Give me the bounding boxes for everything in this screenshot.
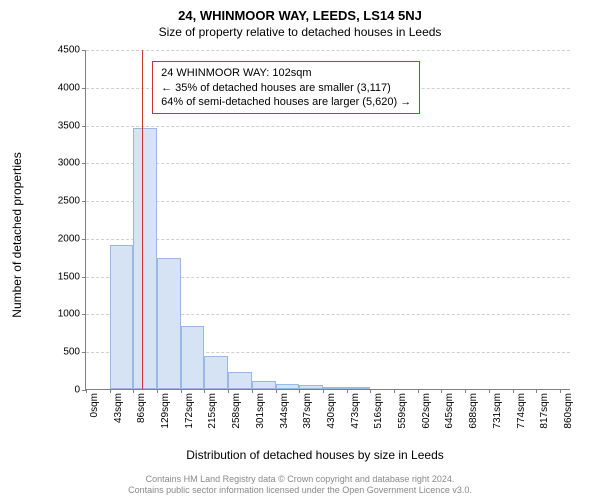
xtick-mark: [133, 389, 134, 393]
xtick-label: 43sqm: [113, 393, 124, 423]
ytick-label: 0: [46, 385, 86, 396]
xtick-label: 559sqm: [397, 393, 408, 429]
gridline: [86, 50, 570, 51]
xtick-label: 129sqm: [160, 393, 171, 429]
xtick-mark: [110, 389, 111, 393]
xtick-mark: [370, 389, 371, 393]
gridline: [86, 201, 570, 202]
gridline: [86, 163, 570, 164]
plot-region: 0500100015002000250030003500400045000sqm…: [85, 50, 570, 390]
xtick-mark: [228, 389, 229, 393]
xtick-mark: [299, 389, 300, 393]
xtick-mark: [204, 389, 205, 393]
ytick-label: 500: [46, 347, 86, 358]
histogram-bar: [157, 258, 181, 389]
histogram-bar: [323, 387, 347, 389]
xtick-mark: [489, 389, 490, 393]
histogram-bar: [204, 356, 228, 389]
info-box-line: 64% of semi-detached houses are larger (…: [161, 95, 411, 109]
xtick-mark: [181, 389, 182, 393]
xtick-label: 387sqm: [302, 393, 313, 429]
xtick-label: 645sqm: [444, 393, 455, 429]
histogram-bar: [133, 128, 157, 389]
property-info-box: 24 WHINMOOR WAY: 102sqm← 35% of detached…: [152, 61, 420, 114]
xtick-label: 473sqm: [350, 393, 361, 429]
footer-line-1: Contains HM Land Registry data © Crown c…: [0, 474, 600, 485]
footer-line-2: Contains public sector information licen…: [0, 485, 600, 496]
xtick-label: 860sqm: [563, 393, 574, 429]
histogram-bar: [228, 372, 252, 389]
histogram-bar: [347, 387, 371, 389]
info-box-line: ← 35% of detached houses are smaller (3,…: [161, 81, 411, 95]
xtick-mark: [560, 389, 561, 393]
xtick-label: 731sqm: [492, 393, 503, 429]
xtick-label: 817sqm: [539, 393, 550, 429]
ytick-label: 3500: [46, 120, 86, 131]
xtick-mark: [418, 389, 419, 393]
xtick-mark: [513, 389, 514, 393]
xtick-label: 215sqm: [207, 393, 218, 429]
info-box-line: 24 WHINMOOR WAY: 102sqm: [161, 66, 411, 80]
ytick-label: 4500: [46, 45, 86, 56]
xtick-label: 0sqm: [89, 393, 100, 417]
xtick-mark: [347, 389, 348, 393]
ytick-label: 2500: [46, 196, 86, 207]
xtick-mark: [394, 389, 395, 393]
histogram-bar: [252, 381, 276, 389]
xtick-label: 774sqm: [516, 393, 527, 429]
chart-title: 24, WHINMOOR WAY, LEEDS, LS14 5NJ: [0, 0, 600, 23]
ytick-label: 2000: [46, 233, 86, 244]
xtick-label: 688sqm: [468, 393, 479, 429]
chart-subtitle: Size of property relative to detached ho…: [0, 23, 600, 39]
xtick-mark: [441, 389, 442, 393]
xtick-label: 602sqm: [421, 393, 432, 429]
xtick-label: 516sqm: [373, 393, 384, 429]
xtick-label: 430sqm: [326, 393, 337, 429]
xtick-label: 344sqm: [279, 393, 290, 429]
ytick-label: 4000: [46, 82, 86, 93]
footer-attribution: Contains HM Land Registry data © Crown c…: [0, 474, 600, 496]
ytick-label: 1500: [46, 271, 86, 282]
xtick-mark: [465, 389, 466, 393]
histogram-bar: [181, 326, 205, 389]
xtick-mark: [323, 389, 324, 393]
ytick-label: 1000: [46, 309, 86, 320]
histogram-bar: [276, 384, 300, 389]
histogram-bar: [110, 245, 134, 389]
histogram-bar: [299, 385, 323, 389]
ytick-label: 3000: [46, 158, 86, 169]
property-marker-line: [142, 50, 143, 389]
xtick-mark: [157, 389, 158, 393]
xtick-mark: [86, 389, 87, 393]
xtick-mark: [276, 389, 277, 393]
xtick-label: 172sqm: [184, 393, 195, 429]
x-axis-label: Distribution of detached houses by size …: [60, 448, 570, 462]
gridline: [86, 126, 570, 127]
xtick-label: 258sqm: [231, 393, 242, 429]
xtick-label: 86sqm: [136, 393, 147, 423]
xtick-mark: [536, 389, 537, 393]
xtick-mark: [252, 389, 253, 393]
gridline: [86, 239, 570, 240]
xtick-label: 301sqm: [255, 393, 266, 429]
chart-area: Number of detached properties 0500100015…: [60, 50, 570, 420]
